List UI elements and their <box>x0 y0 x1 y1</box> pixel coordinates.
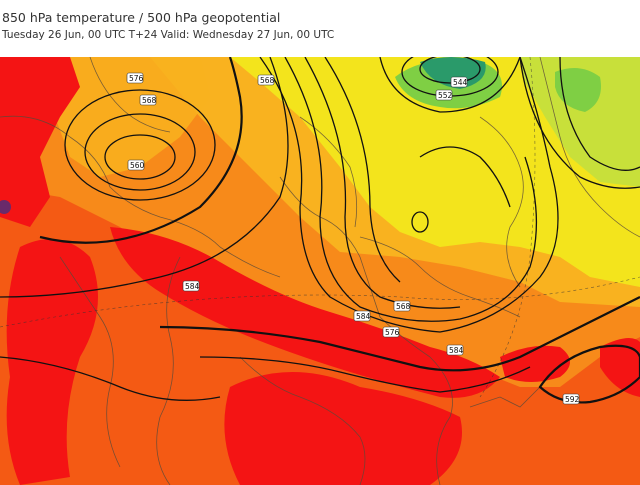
temperature-field-hot-northwest <box>0 57 80 227</box>
contour-label-11: 592 <box>562 393 580 405</box>
contour-568-west <box>84 113 196 191</box>
contour-trough-b <box>259 57 559 333</box>
svg-text:552: 552 <box>438 91 453 100</box>
contour-label-0: 576 <box>126 72 144 84</box>
contour-label-2: 560 <box>127 159 145 171</box>
temperature-field-green-patch <box>555 68 601 112</box>
contour-label-10: 584 <box>446 344 464 356</box>
contour-label-1: 568 <box>139 94 157 106</box>
contour-south-b <box>0 356 221 401</box>
svg-text:568: 568 <box>260 76 275 85</box>
contour-560-north <box>379 57 521 113</box>
contour-south-a <box>199 356 531 393</box>
temperature-field-hot-far-east <box>600 338 640 397</box>
graticule <box>0 57 640 398</box>
contour-ne-b <box>519 57 640 189</box>
contour-label-6: 568 <box>393 300 411 312</box>
contour-584-trough <box>39 57 243 244</box>
contour-544 <box>419 57 481 84</box>
temperature-field-dark-spot <box>0 200 11 214</box>
svg-text:568: 568 <box>396 302 411 311</box>
contour-trough-c <box>284 57 538 322</box>
svg-text:584: 584 <box>356 312 371 321</box>
contour-label-4: 552 <box>435 89 453 101</box>
temperature-field-hot-south <box>224 372 462 485</box>
svg-text:576: 576 <box>129 74 144 83</box>
svg-text:576: 576 <box>385 328 400 337</box>
contour-trough-e <box>324 57 401 283</box>
contour-label-5: 544 <box>450 76 468 88</box>
contour-small-loop <box>411 211 429 233</box>
contour-label-8: 584 <box>353 310 371 322</box>
svg-text:584: 584 <box>449 346 464 355</box>
contour-label-7: 584 <box>182 280 200 292</box>
map-title: 850 hPa temperature / 500 hPa geopotenti… <box>2 10 281 25</box>
weather-map-canvas: 576 568 560 568 552 544 568 584 <box>0 57 640 485</box>
svg-text:568: 568 <box>142 96 157 105</box>
svg-text:544: 544 <box>453 78 468 87</box>
temperature-field-hot-central <box>110 227 500 398</box>
contour-trough-d <box>304 57 461 309</box>
contour-ne-a <box>559 57 640 171</box>
svg-text:584: 584 <box>185 282 200 291</box>
contour-ne-c <box>419 146 511 208</box>
map-header: 850 hPa temperature / 500 hPa geopotenti… <box>0 0 640 57</box>
svg-text:592: 592 <box>565 395 580 404</box>
geopotential-contours <box>0 57 640 404</box>
contour-576-west <box>64 89 216 201</box>
map-subtitle: Tuesday 26 Jun, 00 UTC T+24 Valid: Wedne… <box>2 29 335 41</box>
temperature-field-yellow-green <box>520 57 640 187</box>
contour-584-south <box>159 296 640 372</box>
weather-map: 576 568 560 568 552 544 568 584 <box>0 57 640 485</box>
temperature-field-hot-west <box>6 239 99 485</box>
contour-trough-a <box>0 57 289 298</box>
contour-label-9: 576 <box>382 326 400 338</box>
contour-560 <box>104 134 176 180</box>
contour-label-3: 568 <box>257 74 275 86</box>
svg-text:560: 560 <box>130 161 145 170</box>
